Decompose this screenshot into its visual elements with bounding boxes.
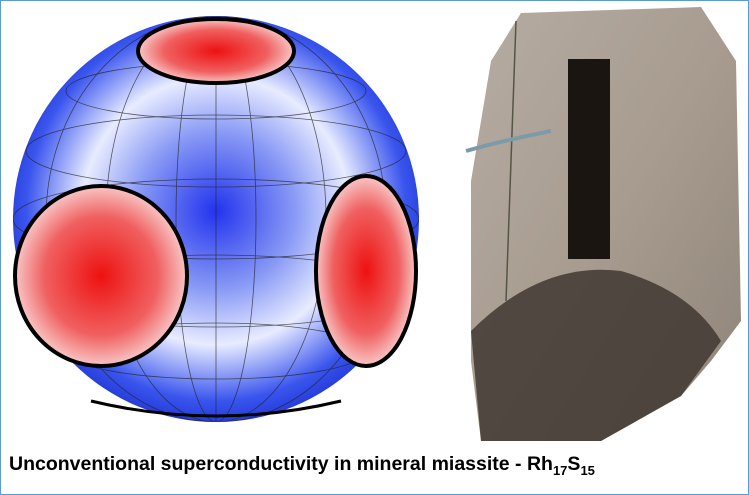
formula-count: 15 [580,463,595,478]
caption-text: Unconventional superconductivity in mine… [9,453,527,475]
formula-element: Rh [526,453,553,475]
sphere [13,16,419,422]
illustration [13,7,741,441]
formula-count: 17 [552,463,568,478]
crystal-photo [465,7,741,441]
caption: Unconventional superconductivity in mine… [9,453,595,478]
formula-element: S [567,453,581,475]
